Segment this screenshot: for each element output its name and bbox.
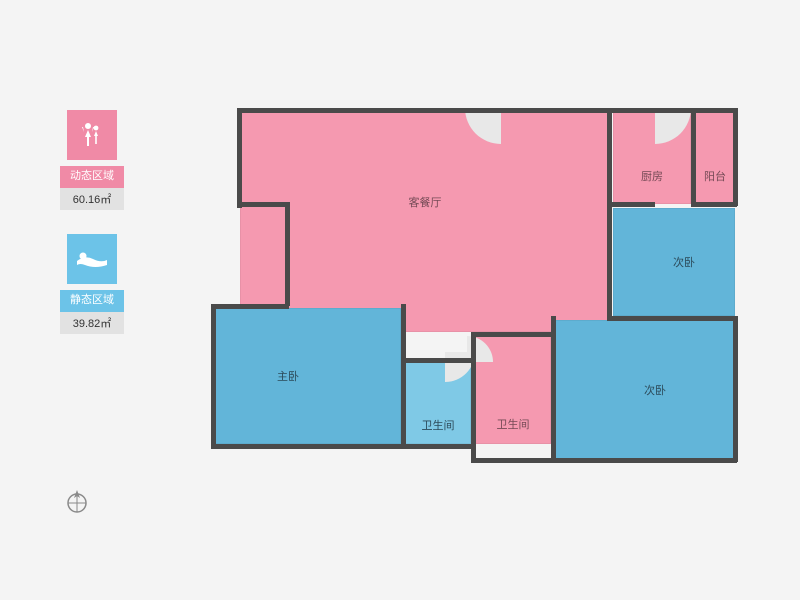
room-balcony: 阳台	[695, 112, 735, 204]
wall-segment	[607, 316, 737, 321]
sleep-icon	[75, 247, 109, 271]
wall-segment	[285, 202, 290, 306]
legend-static-label: 静态区域	[60, 290, 124, 312]
wall-segment	[551, 316, 556, 462]
wall-segment	[471, 332, 555, 337]
legend-dynamic-label: 动态区域	[60, 166, 124, 188]
wall-segment	[733, 108, 738, 206]
wall-segment	[471, 332, 476, 448]
legend-dynamic-value: 60.16㎡	[60, 188, 124, 210]
wall-segment	[691, 202, 737, 207]
wall-segment	[211, 304, 216, 448]
room-label-living: 客餐厅	[409, 194, 442, 210]
room-label-bath1: 卫生间	[422, 417, 455, 433]
legend-panel: 动态区域 60.16㎡ 静态区域 39.82㎡	[60, 110, 124, 358]
room-label-bed2a: 次卧	[673, 254, 695, 270]
room-living: 客餐厅	[240, 112, 610, 332]
wall-segment	[401, 304, 406, 448]
wall-segment	[607, 202, 655, 207]
room-master: 主卧	[215, 308, 401, 444]
floor-plan: 客餐厅厨房阳台次卧次卧卫生间卫生间主卧	[215, 90, 740, 480]
room-label-balcony: 阳台	[704, 168, 726, 184]
compass-icon	[64, 488, 90, 514]
wall-segment	[211, 444, 473, 449]
wall-segment	[733, 316, 738, 462]
wall-segment	[607, 108, 612, 320]
wall-segment	[211, 304, 289, 309]
legend-static-block: 静态区域 39.82㎡	[60, 234, 124, 334]
wall-segment	[691, 108, 696, 206]
wall-segment	[237, 108, 737, 113]
room-label-bath2: 卫生间	[497, 416, 530, 432]
legend-static-icon-box	[67, 234, 117, 284]
legend-static-value: 39.82㎡	[60, 312, 124, 334]
wall-segment	[471, 458, 737, 463]
wall-segment	[237, 108, 242, 208]
legend-dynamic-block: 动态区域 60.16㎡	[60, 110, 124, 210]
room-label-bed2b: 次卧	[644, 382, 666, 398]
room-bed2b: 次卧	[555, 320, 735, 460]
room-label-kitchen: 厨房	[641, 168, 663, 184]
wall-segment	[401, 358, 473, 363]
wall-segment	[237, 202, 289, 207]
people-icon	[76, 119, 108, 151]
legend-dynamic-icon-box	[67, 110, 117, 160]
room-bed2a: 次卧	[613, 208, 735, 316]
room-label-master: 主卧	[277, 368, 299, 384]
